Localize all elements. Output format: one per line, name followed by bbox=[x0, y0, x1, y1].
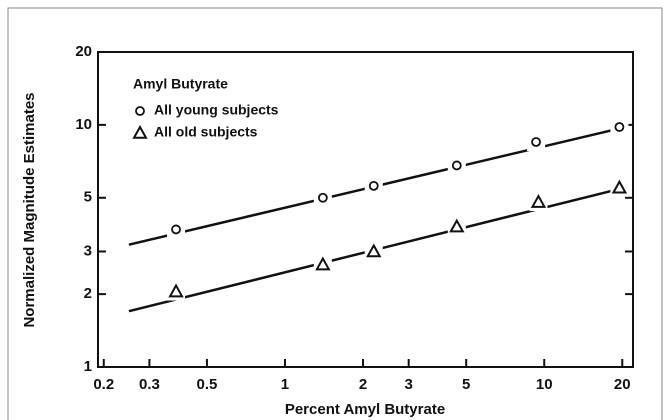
x-tick-label: 0.2 bbox=[93, 376, 114, 393]
point bbox=[451, 160, 462, 171]
point bbox=[171, 224, 181, 235]
point-gap bbox=[364, 176, 383, 195]
y-tick-label: 10 bbox=[75, 116, 92, 133]
legend-label: All young subjects bbox=[154, 102, 279, 118]
point bbox=[614, 122, 625, 132]
point bbox=[368, 180, 379, 191]
point bbox=[168, 283, 184, 298]
point bbox=[611, 179, 628, 194]
x-tick-label: 0.5 bbox=[197, 376, 218, 393]
y-tick-label: 2 bbox=[84, 285, 92, 302]
point bbox=[317, 192, 328, 203]
plot-area bbox=[97, 51, 634, 368]
legend-marker bbox=[132, 124, 148, 139]
x-tick-label: 10 bbox=[536, 376, 553, 393]
frame bbox=[7, 7, 663, 420]
legend-label: All old subjects bbox=[154, 124, 258, 140]
point-gap bbox=[313, 188, 332, 207]
point bbox=[530, 194, 547, 208]
legend-title: Amyl Butyrate bbox=[133, 76, 228, 92]
point bbox=[366, 243, 382, 258]
point-gap bbox=[610, 118, 629, 137]
point-gap bbox=[447, 156, 466, 175]
y-tick-label: 20 bbox=[75, 43, 92, 60]
point bbox=[531, 137, 541, 147]
point-gap bbox=[167, 220, 186, 239]
point bbox=[449, 218, 465, 233]
y-tick-label: 5 bbox=[84, 189, 92, 206]
legend-marker bbox=[135, 106, 145, 116]
point-gap bbox=[527, 132, 546, 151]
point bbox=[315, 256, 331, 271]
x-tick-label: 20 bbox=[614, 376, 631, 393]
x-tick-label: 2 bbox=[359, 376, 367, 393]
y-tick-label: 1 bbox=[84, 358, 92, 375]
x-tick-label: 5 bbox=[462, 376, 470, 393]
y-tick-label: 3 bbox=[84, 242, 92, 259]
x-tick-label: 1 bbox=[281, 376, 289, 393]
y-axis-label: Normalized Magnitude Estimates bbox=[21, 92, 38, 327]
x-tick-label: 3 bbox=[405, 376, 413, 393]
x-axis-label: Percent Amyl Butyrate bbox=[285, 401, 445, 418]
x-tick-label: 0.3 bbox=[139, 376, 160, 393]
